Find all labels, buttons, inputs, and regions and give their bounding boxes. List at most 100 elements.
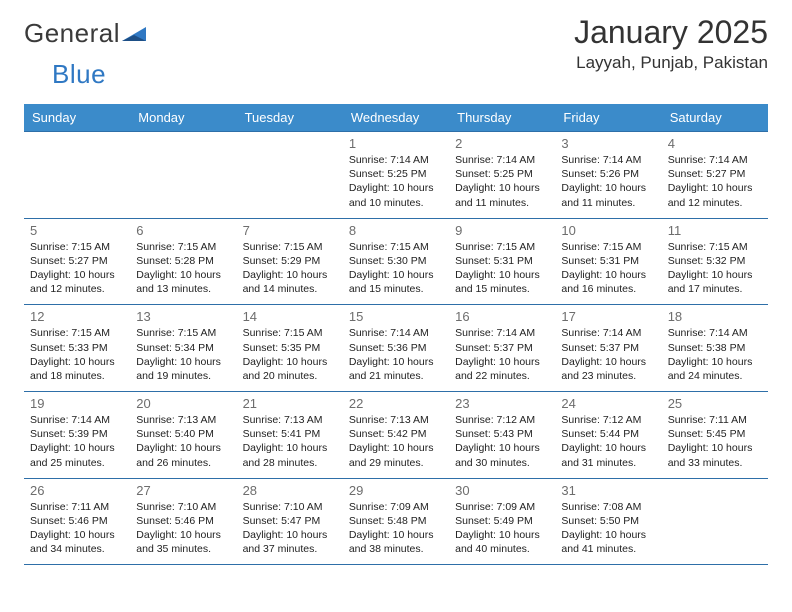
day-number: 17 [561, 309, 655, 324]
day-number: 20 [136, 396, 230, 411]
calendar-day-cell: 6 Sunrise: 7:15 AM Sunset: 5:28 PM Daylig… [130, 218, 236, 305]
month-title: January 2025 [574, 14, 768, 51]
day-number: 7 [243, 223, 337, 238]
day-number: 11 [668, 223, 762, 238]
day-number: 23 [455, 396, 549, 411]
day-detail-text: Sunrise: 7:14 AM Sunset: 5:26 PM Dayligh… [561, 153, 655, 210]
day-detail-text: Sunrise: 7:15 AM Sunset: 5:31 PM Dayligh… [561, 240, 655, 297]
day-number: 14 [243, 309, 337, 324]
calendar-day-cell: 22Sunrise: 7:13 AM Sunset: 5:42 PM Dayli… [343, 392, 449, 479]
day-number: 27 [136, 483, 230, 498]
calendar-day-cell: 31 Sunrise: 7:08 AM Sunset: 5:50 PM Dayli… [555, 478, 661, 565]
calendar-day-cell [237, 132, 343, 219]
day-detail-text: Sunrise: 7:08 AM Sunset: 5:50 PM Dayligh… [561, 500, 655, 557]
day-detail-text: Sunrise: 7:14 AM Sunset: 5:27 PM Dayligh… [668, 153, 762, 210]
calendar-day-cell: 27 Sunrise: 7:10 AM Sunset: 5:46 PM Dayli… [130, 478, 236, 565]
calendar-day-cell: 23 Sunrise: 7:12 AM Sunset: 5:43 PM Dayli… [449, 392, 555, 479]
day-detail-text: Sunrise: 7:09 AM Sunset: 5:48 PM Dayligh… [349, 500, 443, 557]
day-detail-text: Sunrise: 7:14 AM Sunset: 5:37 PM Dayligh… [455, 326, 549, 383]
day-header: Wednesday [343, 104, 449, 132]
calendar-day-cell: 14 Sunrise: 7:15 AM Sunset: 5:35 PM Dayli… [237, 305, 343, 392]
calendar-day-cell: 28 Sunrise: 7:10 AM Sunset: 5:47 PM Dayli… [237, 478, 343, 565]
day-number: 28 [243, 483, 337, 498]
logo-word2: Blue [52, 59, 106, 89]
day-number: 13 [136, 309, 230, 324]
day-number: 19 [30, 396, 124, 411]
day-detail-text: Sunrise: 7:15 AM Sunset: 5:27 PM Dayligh… [30, 240, 124, 297]
day-number: 16 [455, 309, 549, 324]
calendar-day-cell: 13Sunrise: 7:15 AM Sunset: 5:34 PM Dayli… [130, 305, 236, 392]
day-number: 6 [136, 223, 230, 238]
calendar-day-cell [662, 478, 768, 565]
day-detail-text: Sunrise: 7:14 AM Sunset: 5:39 PM Dayligh… [30, 413, 124, 470]
calendar-day-cell: 24Sunrise: 7:12 AM Sunset: 5:44 PM Dayli… [555, 392, 661, 479]
day-header: Sunday [24, 104, 130, 132]
day-detail-text: Sunrise: 7:15 AM Sunset: 5:33 PM Dayligh… [30, 326, 124, 383]
calendar-table: Sunday Monday Tuesday Wednesday Thursday… [24, 104, 768, 565]
calendar-day-cell: 11 Sunrise: 7:15 AM Sunset: 5:32 PM Dayli… [662, 218, 768, 305]
day-detail-text: Sunrise: 7:11 AM Sunset: 5:45 PM Dayligh… [668, 413, 762, 470]
day-detail-text: Sunrise: 7:10 AM Sunset: 5:47 PM Dayligh… [243, 500, 337, 557]
day-detail-text: Sunrise: 7:15 AM Sunset: 5:35 PM Dayligh… [243, 326, 337, 383]
day-detail-text: Sunrise: 7:09 AM Sunset: 5:49 PM Dayligh… [455, 500, 549, 557]
day-number: 31 [561, 483, 655, 498]
day-detail-text: Sunrise: 7:14 AM Sunset: 5:37 PM Dayligh… [561, 326, 655, 383]
day-detail-text: Sunrise: 7:10 AM Sunset: 5:46 PM Dayligh… [136, 500, 230, 557]
calendar-header-row: Sunday Monday Tuesday Wednesday Thursday… [24, 104, 768, 132]
day-detail-text: Sunrise: 7:14 AM Sunset: 5:25 PM Dayligh… [349, 153, 443, 210]
day-header: Saturday [662, 104, 768, 132]
calendar-day-cell: 1Sunrise: 7:14 AM Sunset: 5:25 PM Daylig… [343, 132, 449, 219]
calendar-day-cell: 5 Sunrise: 7:15 AM Sunset: 5:27 PM Daylig… [24, 218, 130, 305]
day-detail-text: Sunrise: 7:14 AM Sunset: 5:38 PM Dayligh… [668, 326, 762, 383]
day-detail-text: Sunrise: 7:13 AM Sunset: 5:42 PM Dayligh… [349, 413, 443, 470]
day-detail-text: Sunrise: 7:15 AM Sunset: 5:29 PM Dayligh… [243, 240, 337, 297]
day-number: 24 [561, 396, 655, 411]
calendar-day-cell: 12Sunrise: 7:15 AM Sunset: 5:33 PM Dayli… [24, 305, 130, 392]
day-number: 10 [561, 223, 655, 238]
day-number: 3 [561, 136, 655, 151]
calendar-day-cell: 15 Sunrise: 7:14 AM Sunset: 5:36 PM Dayli… [343, 305, 449, 392]
day-detail-text: Sunrise: 7:12 AM Sunset: 5:43 PM Dayligh… [455, 413, 549, 470]
calendar-day-cell: 2Sunrise: 7:14 AM Sunset: 5:25 PM Daylig… [449, 132, 555, 219]
logo-mark-icon [122, 23, 150, 45]
day-header: Thursday [449, 104, 555, 132]
logo: General [24, 18, 152, 49]
day-number: 29 [349, 483, 443, 498]
calendar-day-cell: 9 Sunrise: 7:15 AM Sunset: 5:31 PM Daylig… [449, 218, 555, 305]
calendar-day-cell: 3 Sunrise: 7:14 AM Sunset: 5:26 PM Daylig… [555, 132, 661, 219]
calendar-week-row: 26Sunrise: 7:11 AM Sunset: 5:46 PM Dayli… [24, 478, 768, 565]
day-detail-text: Sunrise: 7:11 AM Sunset: 5:46 PM Dayligh… [30, 500, 124, 557]
day-header: Tuesday [237, 104, 343, 132]
calendar-day-cell: 20 Sunrise: 7:13 AM Sunset: 5:40 PM Dayli… [130, 392, 236, 479]
day-header: Monday [130, 104, 236, 132]
calendar-day-cell: 18 Sunrise: 7:14 AM Sunset: 5:38 PM Dayli… [662, 305, 768, 392]
logo-word1: General [24, 18, 120, 49]
day-detail-text: Sunrise: 7:14 AM Sunset: 5:25 PM Dayligh… [455, 153, 549, 210]
calendar-day-cell: 7 Sunrise: 7:15 AM Sunset: 5:29 PM Daylig… [237, 218, 343, 305]
day-detail-text: Sunrise: 7:15 AM Sunset: 5:31 PM Dayligh… [455, 240, 549, 297]
day-header: Friday [555, 104, 661, 132]
day-number: 5 [30, 223, 124, 238]
calendar-day-cell: 30Sunrise: 7:09 AM Sunset: 5:49 PM Dayli… [449, 478, 555, 565]
day-detail-text: Sunrise: 7:13 AM Sunset: 5:40 PM Dayligh… [136, 413, 230, 470]
calendar-day-cell [130, 132, 236, 219]
calendar-day-cell: 21Sunrise: 7:13 AM Sunset: 5:41 PM Dayli… [237, 392, 343, 479]
calendar-day-cell: 16 Sunrise: 7:14 AM Sunset: 5:37 PM Dayli… [449, 305, 555, 392]
day-number: 9 [455, 223, 549, 238]
day-detail-text: Sunrise: 7:15 AM Sunset: 5:30 PM Dayligh… [349, 240, 443, 297]
calendar-page: General January 2025 Layyah, Punjab, Pak… [0, 0, 792, 612]
day-number: 15 [349, 309, 443, 324]
day-number: 8 [349, 223, 443, 238]
calendar-body: 1Sunrise: 7:14 AM Sunset: 5:25 PM Daylig… [24, 132, 768, 565]
day-detail-text: Sunrise: 7:15 AM Sunset: 5:32 PM Dayligh… [668, 240, 762, 297]
day-number: 18 [668, 309, 762, 324]
day-detail-text: Sunrise: 7:14 AM Sunset: 5:36 PM Dayligh… [349, 326, 443, 383]
day-number: 21 [243, 396, 337, 411]
calendar-day-cell: 29 Sunrise: 7:09 AM Sunset: 5:48 PM Dayli… [343, 478, 449, 565]
calendar-day-cell: 4 Sunrise: 7:14 AM Sunset: 5:27 PM Daylig… [662, 132, 768, 219]
calendar-day-cell: 17 Sunrise: 7:14 AM Sunset: 5:37 PM Dayli… [555, 305, 661, 392]
day-number: 4 [668, 136, 762, 151]
calendar-day-cell: 19 Sunrise: 7:14 AM Sunset: 5:39 PM Dayli… [24, 392, 130, 479]
day-detail-text: Sunrise: 7:15 AM Sunset: 5:28 PM Dayligh… [136, 240, 230, 297]
calendar-day-cell: 10 Sunrise: 7:15 AM Sunset: 5:31 PM Dayli… [555, 218, 661, 305]
